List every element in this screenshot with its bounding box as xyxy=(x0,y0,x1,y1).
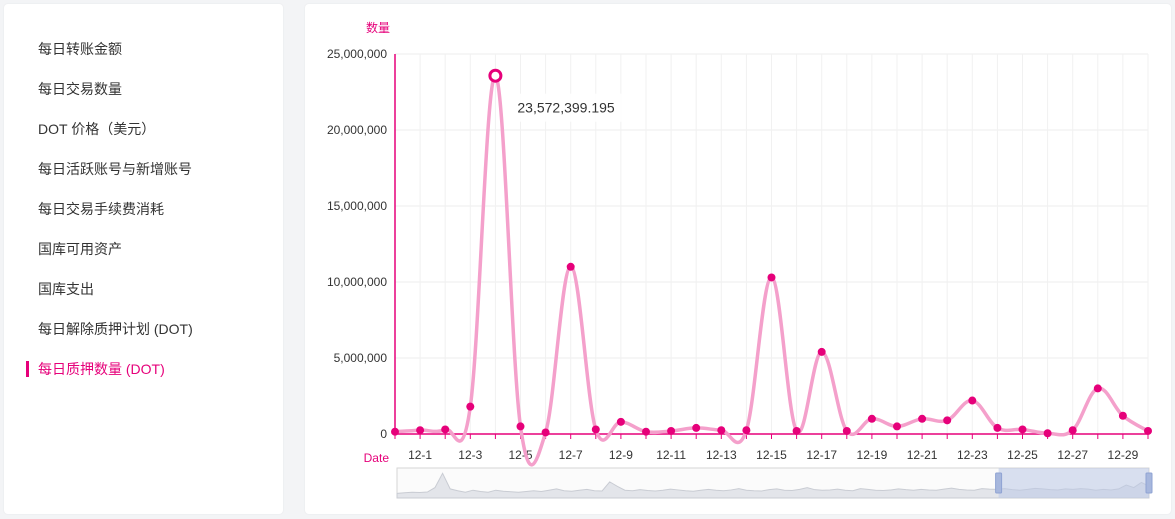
series-points xyxy=(391,68,1152,438)
sidebar-menu: 每日转账金额 每日交易数量 DOT 价格（美元） 每日活跃账号与新增账号 每日交易手续费… xyxy=(4,29,283,389)
data-point xyxy=(1043,429,1052,438)
y-tick-label: 5,000,000 xyxy=(334,351,388,365)
x-tick-label: 12-17 xyxy=(806,448,837,462)
line-chart: 数量 0 5,000,000 10,000,000 15,000,000 20,000,… xyxy=(327,20,1153,499)
data-point xyxy=(867,414,876,423)
x-tick-label: 12-9 xyxy=(609,448,633,462)
x-tick-label: 12-19 xyxy=(857,448,888,462)
y-tick-label: 10,000,000 xyxy=(327,275,387,289)
slider-handle-left[interactable] xyxy=(995,472,1003,494)
sidebar-item[interactable]: 国库可用资产 xyxy=(38,241,122,257)
data-point xyxy=(842,426,851,435)
data-point xyxy=(416,426,425,435)
data-point xyxy=(717,426,726,435)
sidebar: 每日转账金额 每日交易数量 DOT 价格（美元） 每日活跃账号与新增账号 每日交易手续费… xyxy=(4,4,283,514)
sidebar-item[interactable]: 每日解除质押计划 (DOT) xyxy=(38,321,193,337)
data-point xyxy=(642,427,650,436)
data-point xyxy=(792,426,801,435)
x-tick-label: 12-29 xyxy=(1108,448,1139,462)
sidebar-item[interactable]: 每日活跃账号与新增账号 xyxy=(38,161,192,177)
sidebar-item[interactable]: 每日交易手续费消耗 xyxy=(38,201,164,217)
data-point-highlighted xyxy=(488,68,503,83)
data-point xyxy=(767,273,776,282)
y-axis-label: 数量 xyxy=(366,20,390,35)
sidebar-item[interactable]: 每日质押数量 (DOT) xyxy=(4,349,283,389)
tooltip-background xyxy=(510,93,623,122)
data-zoom-slider[interactable] xyxy=(396,467,1153,499)
data-point xyxy=(1093,384,1102,393)
data-point xyxy=(918,414,927,423)
y-tick-label: 0 xyxy=(380,427,387,441)
data-point xyxy=(1144,426,1152,435)
data-point xyxy=(667,426,676,435)
data-point xyxy=(441,425,450,434)
data-point xyxy=(1018,425,1027,434)
x-tick-label: 12-25 xyxy=(1007,448,1038,462)
data-point xyxy=(943,416,952,425)
sidebar-item[interactable]: 国库支出 xyxy=(38,281,94,297)
data-point xyxy=(591,425,600,434)
y-tick-label: 15,000,000 xyxy=(327,199,387,213)
chart-panel: 数量 0 5,000,000 10,000,000 15,000,000 20,000,… xyxy=(305,4,1171,514)
x-tick-label: 12-3 xyxy=(458,448,482,462)
sidebar-item[interactable]: 每日转账金额 xyxy=(38,41,122,57)
data-point xyxy=(1068,426,1077,435)
data-point xyxy=(742,426,751,435)
x-axis: 12-1 12-3 12-5 12-7 12-9 12-11 12-13 12-15 12-17… xyxy=(394,433,1149,462)
data-point xyxy=(1118,411,1127,420)
slider-selected-range[interactable] xyxy=(998,468,1149,498)
x-tick-label: 12-27 xyxy=(1057,448,1088,462)
data-point xyxy=(541,428,550,437)
x-axis-label: Date xyxy=(364,451,390,465)
y-tick-label: 25,000,000 xyxy=(327,47,387,61)
data-point xyxy=(391,427,399,436)
x-tick-label: 12-23 xyxy=(957,448,988,462)
data-point xyxy=(566,262,575,271)
x-tick-label: 12-13 xyxy=(706,448,737,462)
y-axis: 0 5,000,000 10,000,000 15,000,000 20,000,000… xyxy=(327,47,396,441)
data-point xyxy=(692,423,701,432)
x-tick-label: 12-21 xyxy=(907,448,938,462)
x-tick-label: 12-11 xyxy=(656,448,686,462)
data-point xyxy=(993,423,1002,432)
y-tick-label: 20,000,000 xyxy=(327,123,387,137)
tooltip: 23,572,399.195 xyxy=(510,93,623,122)
sidebar-item[interactable]: 每日交易数量 xyxy=(38,81,122,97)
data-point xyxy=(466,402,475,411)
data-point xyxy=(616,417,625,426)
x-tick-label: 12-15 xyxy=(756,448,787,462)
sidebar-item[interactable]: DOT 价格（美元） xyxy=(38,121,156,137)
data-point xyxy=(516,422,525,431)
data-point xyxy=(968,396,977,405)
data-point xyxy=(893,422,901,431)
x-tick-label: 12-7 xyxy=(559,448,583,462)
slider-handle-right[interactable] xyxy=(1145,472,1153,494)
tooltip-value: 23,572,399.195 xyxy=(517,100,615,116)
data-point xyxy=(817,347,826,356)
x-tick-label: 12-1 xyxy=(408,448,432,462)
